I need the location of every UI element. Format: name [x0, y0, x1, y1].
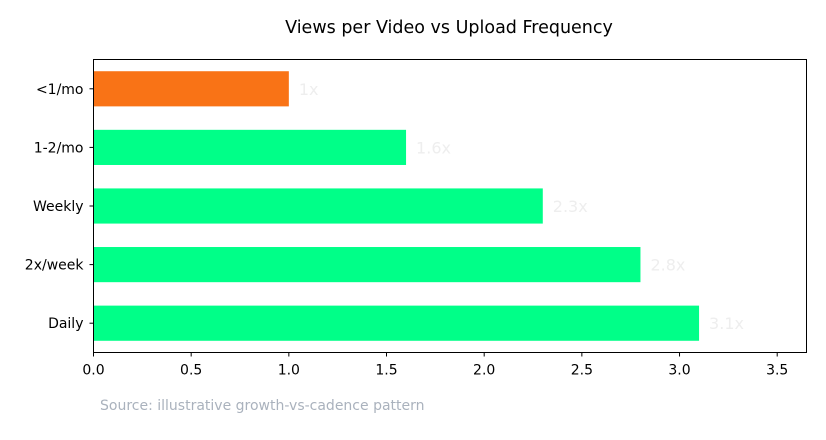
source-note: Source: illustrative growth-vs-cadence p… [100, 398, 425, 414]
bar-value-label: 3.1x [709, 314, 744, 333]
plot-frame [93, 59, 807, 353]
bar-value-label: 2.3x [553, 197, 588, 216]
x-tick-label: 0.5 [180, 363, 202, 379]
bar-value-label: 1.6x [416, 138, 451, 157]
x-tick-label: 2.5 [571, 363, 593, 379]
y-tick-label: 1-2/mo [34, 140, 84, 156]
bar [93, 188, 543, 224]
x-tick-label: 1.0 [278, 363, 300, 379]
x-tick-label: 0.0 [82, 363, 104, 379]
x-tick-label: 2.0 [473, 363, 495, 379]
y-tick-label: 2x/week [25, 258, 85, 274]
x-tick-label: 3.5 [766, 363, 788, 379]
x-tick-label: 1.5 [375, 363, 397, 379]
y-tick-label: <1/mo [36, 82, 84, 98]
bar [93, 247, 641, 283]
bars [93, 71, 700, 341]
bar-value-label: 1x [299, 80, 319, 99]
chart-title: Views per Video vs Upload Frequency [285, 18, 613, 38]
y-tick-label: Daily [48, 316, 83, 332]
y-tick-label: Weekly [33, 199, 84, 215]
bar-value-label: 2.8x [650, 256, 685, 275]
y-axis: <1/mo 1-2/mo Weekly 2x/week Daily [25, 82, 94, 332]
bar [93, 129, 407, 165]
x-tick-label: 3.0 [668, 363, 690, 379]
bar [93, 71, 289, 107]
bar [93, 305, 700, 341]
data-labels: 1x 1.6x 2.3x 2.8x 3.1x [299, 80, 744, 333]
x-axis: 0.0 0.5 1.0 1.5 2.0 2.5 3.0 3.5 [82, 352, 788, 379]
